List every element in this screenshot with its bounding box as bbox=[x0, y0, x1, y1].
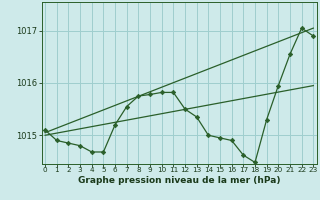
X-axis label: Graphe pression niveau de la mer (hPa): Graphe pression niveau de la mer (hPa) bbox=[78, 176, 280, 185]
